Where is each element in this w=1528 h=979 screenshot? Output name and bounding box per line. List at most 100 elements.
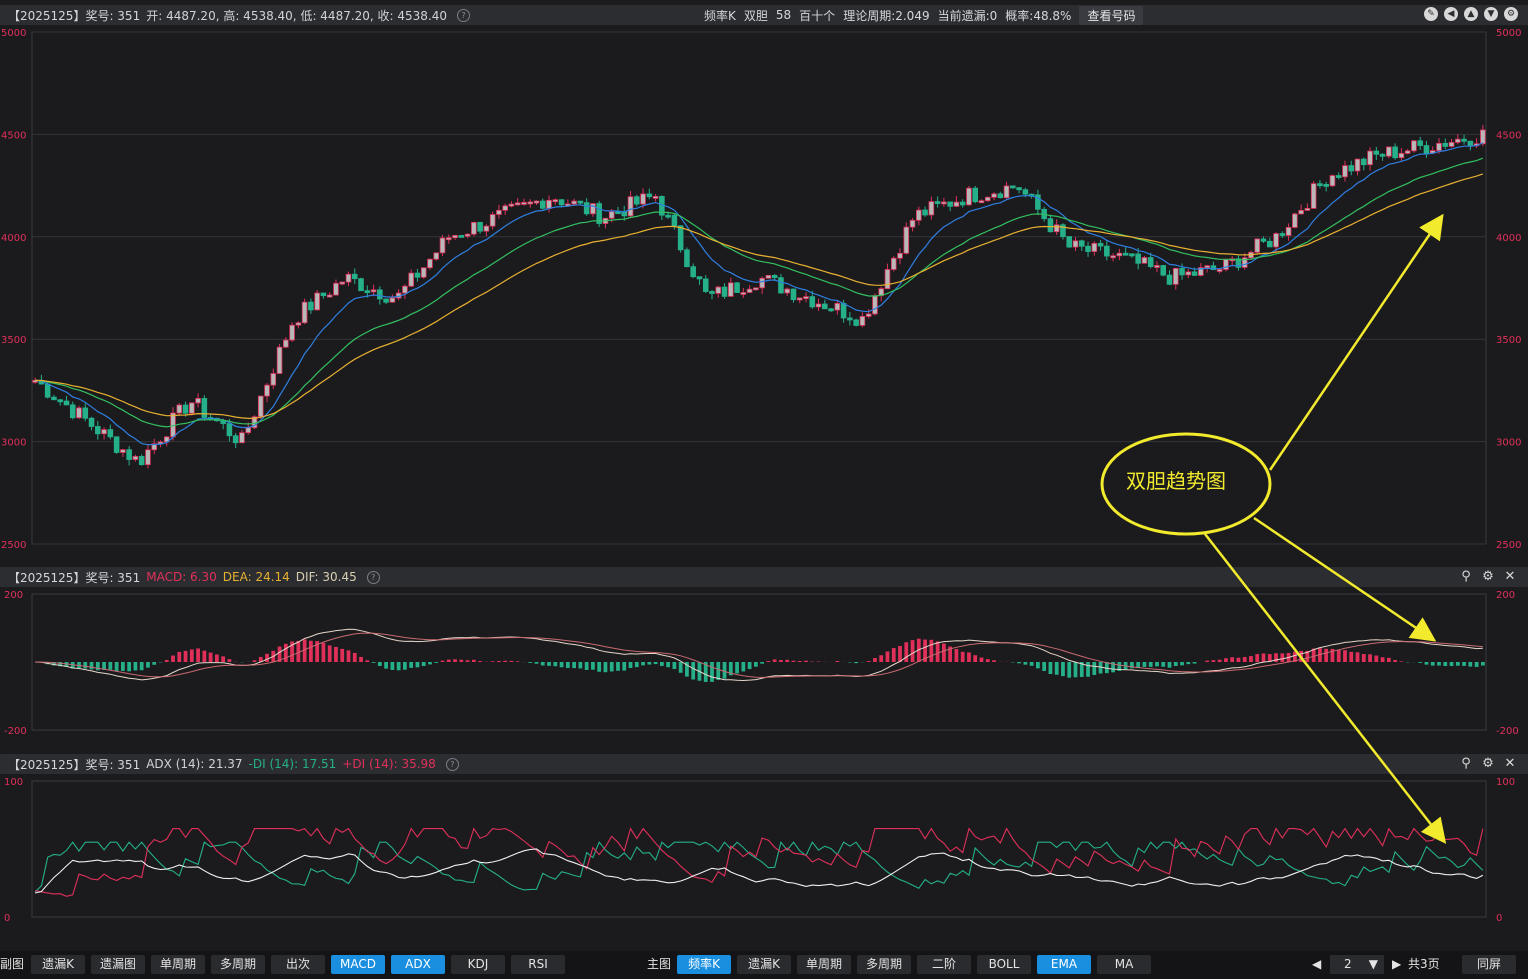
help-icon[interactable]: ? xyxy=(457,8,471,22)
candle-body xyxy=(941,201,947,205)
dea-line xyxy=(35,632,1483,678)
candle-body xyxy=(320,292,327,297)
pin-icon[interactable]: ⚲ xyxy=(1461,569,1471,584)
ema-button[interactable]: EMA xyxy=(1037,955,1091,974)
settings-icon[interactable]: ⚙ xyxy=(1482,756,1494,771)
multi-period-button[interactable]: 多周期 xyxy=(857,955,911,974)
candle-body xyxy=(1116,252,1123,257)
candle-body xyxy=(1317,183,1323,187)
query-numbers-button[interactable]: 查看号码 xyxy=(1079,5,1144,25)
help-icon[interactable]: ? xyxy=(445,757,459,771)
candle-body xyxy=(69,404,76,419)
candle-body xyxy=(615,211,621,215)
candle-body xyxy=(333,282,339,296)
boll-button[interactable]: BOLL xyxy=(977,955,1031,974)
close-icon[interactable]: ✕ xyxy=(1504,756,1516,771)
candle-body xyxy=(358,278,364,292)
candle-body xyxy=(590,203,596,215)
candle-body xyxy=(527,201,534,205)
candle-body xyxy=(1436,142,1442,151)
y-tick-label-right: 3000 xyxy=(1496,438,1521,449)
candle-body xyxy=(1204,265,1210,269)
candle-body xyxy=(1254,238,1261,253)
dif-value: DIF: 30.45 xyxy=(295,570,357,584)
frequency-k-button[interactable]: 频率K xyxy=(677,955,731,974)
candle-body xyxy=(947,201,953,207)
y-tick-label-left: 200 xyxy=(4,590,23,601)
candle-body xyxy=(1104,245,1110,257)
candle-body xyxy=(1367,150,1373,166)
down-icon[interactable]: ▼ xyxy=(1484,7,1498,21)
candle-body xyxy=(88,417,95,427)
sub-missing-k-button[interactable]: 遗漏K xyxy=(31,955,85,974)
candle-body xyxy=(634,196,640,205)
y-tick-label-right: 4000 xyxy=(1496,233,1521,244)
sub-occurrence-button[interactable]: 出次 xyxy=(271,955,325,974)
pencil-icon[interactable]: ✎ xyxy=(1424,7,1438,21)
candle-body xyxy=(63,400,70,406)
candle-body xyxy=(1361,158,1367,166)
candle-body xyxy=(1442,142,1449,147)
candle-body xyxy=(978,200,985,204)
macd-chart[interactable]: -200 -200 200 200 xyxy=(0,587,1528,747)
y-tick-label-right: 2500 xyxy=(1496,540,1521,551)
next-page-icon[interactable]: ▶ xyxy=(1392,957,1402,971)
candle-body xyxy=(414,272,421,278)
up-icon[interactable]: ▲ xyxy=(1464,7,1478,21)
candle-body xyxy=(182,404,189,414)
sub-missing-chart-button[interactable]: 遗漏图 xyxy=(91,955,145,974)
candle-body xyxy=(1216,269,1223,272)
help-icon[interactable]: ? xyxy=(366,570,380,584)
ma-button[interactable]: MA xyxy=(1097,955,1151,974)
macd-title: 【2025125】奖号: 351 xyxy=(8,570,141,585)
second-order-button[interactable]: 二阶 xyxy=(917,955,971,974)
adx-button[interactable]: ADX xyxy=(391,955,445,974)
back-icon[interactable]: ◀ xyxy=(1444,7,1458,21)
info-missing: 当前遗漏:0 xyxy=(937,8,998,23)
candle-body xyxy=(828,308,834,312)
y-tick-label-left: -200 xyxy=(4,726,27,737)
candle-body xyxy=(916,209,922,221)
main-candlestick-chart[interactable]: 2500 2500 3000 3000 3500 3500 4000 4000 4500 4500… xyxy=(0,25,1528,565)
header-info: 频率K 双胆 58 百十个 理论周期:2.049 当前遗漏:0 概率:48.8%… xyxy=(704,5,1144,25)
candle-body xyxy=(671,214,678,227)
adx-chart[interactable]: 0 0 100 100 xyxy=(0,774,1528,924)
sub-multi-period-button[interactable]: 多周期 xyxy=(211,955,265,974)
candle-body xyxy=(439,237,446,254)
close-icon[interactable]: ✕ xyxy=(1504,569,1516,584)
page-select[interactable]: 2 ▼ xyxy=(1330,955,1384,974)
candle-body xyxy=(445,237,452,241)
rsi-button[interactable]: RSI xyxy=(511,955,565,974)
macd-button[interactable]: MACD xyxy=(331,955,385,974)
candle-body xyxy=(1392,146,1398,159)
candle-body xyxy=(571,200,577,205)
candle-body xyxy=(822,303,828,310)
settings-icon[interactable]: ⚙ xyxy=(1482,569,1494,584)
candle-body xyxy=(1072,240,1079,248)
candle-body xyxy=(721,286,728,297)
candle-body xyxy=(1198,267,1204,276)
missing-k-button[interactable]: 遗漏K xyxy=(737,955,791,974)
candle-body xyxy=(1060,224,1066,238)
candle-body xyxy=(51,396,57,401)
candle-body xyxy=(991,193,997,198)
y-tick-label-right: 3500 xyxy=(1496,335,1521,346)
candle-body xyxy=(226,423,233,437)
candle-body xyxy=(1285,227,1292,236)
candle-body xyxy=(890,257,897,270)
candle-body xyxy=(909,219,916,228)
candle-body xyxy=(1047,218,1054,233)
same-screen-button[interactable]: 同屏 xyxy=(1462,955,1516,974)
gear-icon[interactable]: ⚙ xyxy=(1504,7,1518,21)
pin-icon[interactable]: ⚲ xyxy=(1461,756,1471,771)
kdj-button[interactable]: KDJ xyxy=(451,955,505,974)
candle-body xyxy=(1423,145,1430,154)
candle-body xyxy=(1411,140,1417,152)
single-period-button[interactable]: 单周期 xyxy=(797,955,851,974)
page-total: 共3页 xyxy=(1408,957,1440,971)
y-tick-label-right: 0 xyxy=(1496,913,1502,924)
prev-page-icon[interactable]: ◀ xyxy=(1312,957,1322,971)
candle-body xyxy=(728,282,734,297)
candle-body xyxy=(1335,175,1342,178)
sub-single-period-button[interactable]: 单周期 xyxy=(151,955,205,974)
